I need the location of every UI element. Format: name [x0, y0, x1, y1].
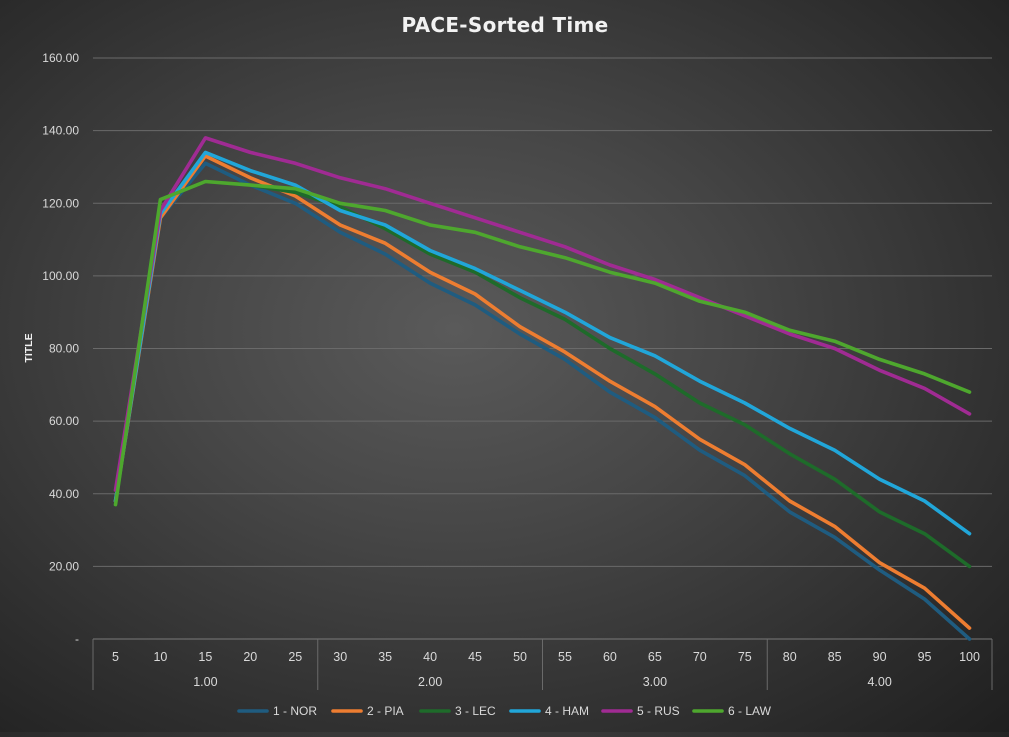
y-tick-label: 100.00	[42, 269, 79, 283]
series-line-1	[113, 161, 972, 641]
x-tick-label: 65	[648, 650, 662, 664]
x-tick-label: 80	[783, 650, 797, 664]
y-tick-label: 160.00	[42, 51, 79, 65]
x-tick-label: 90	[873, 650, 887, 664]
x-tick-label: 10	[153, 650, 167, 664]
legend-label: 5 - RUS	[637, 704, 680, 718]
legend: 1 - NOR 2 - PIA 3 - LEC 4 - HAM 5 - RUS 6 - L…	[237, 704, 772, 718]
x-tick-label: 50	[513, 650, 527, 664]
x-tick-label: 15	[198, 650, 212, 664]
series-line-4	[113, 150, 972, 536]
x-group-label: 3.00	[643, 675, 667, 689]
chart-title: PACE-Sorted Time	[401, 13, 608, 37]
x-tick-label: 30	[333, 650, 347, 664]
y-tick-label: 40.00	[49, 487, 79, 501]
y-tick-label: 20.00	[49, 559, 79, 573]
x-group-label: 4.00	[867, 675, 891, 689]
x-group-label: 2.00	[418, 675, 442, 689]
x-tick-label: 70	[693, 650, 707, 664]
series-lines	[113, 136, 972, 641]
y-tick-label: 120.00	[42, 196, 79, 210]
x-group-label: 1.00	[193, 675, 217, 689]
x-tick-label: 25	[288, 650, 302, 664]
x-axis: 5 10 15 20 25 30 35 40 45 50 55 60 65 70 75 80 85 90 95 100…	[92, 638, 993, 690]
x-tick-label: 40	[423, 650, 437, 664]
legend-label: 3 - LEC	[455, 704, 496, 718]
y-axis-label: TITLE	[23, 333, 35, 362]
x-tick-label: 85	[828, 650, 842, 664]
series-line-5	[113, 136, 972, 492]
x-tick-label: 75	[738, 650, 752, 664]
legend-label: 6 - LAW	[728, 704, 772, 718]
legend-label: 1 - NOR	[273, 704, 317, 718]
y-tick-label: 140.00	[42, 124, 79, 138]
x-tick-label: 55	[558, 650, 572, 664]
legend-label: 2 - PIA	[367, 704, 404, 718]
legend-label: 4 - HAM	[545, 704, 589, 718]
x-tick-label: 100	[959, 650, 980, 664]
x-tick-label: 5	[112, 650, 119, 664]
y-tick-label: 80.00	[49, 342, 79, 356]
x-tick-label: 45	[468, 650, 482, 664]
x-tick-label: 95	[918, 650, 932, 664]
x-tick-label: 20	[243, 650, 257, 664]
series-line-6	[113, 179, 972, 507]
y-tick-label: -	[75, 632, 79, 646]
y-axis-ticks: - 20.00 40.00 60.00 80.00 100.00 120.00 140.00 1…	[42, 51, 79, 646]
x-tick-label: 60	[603, 650, 617, 664]
y-tick-label: 60.00	[49, 414, 79, 428]
x-tick-label: 35	[378, 650, 392, 664]
series-line-2	[113, 154, 972, 630]
